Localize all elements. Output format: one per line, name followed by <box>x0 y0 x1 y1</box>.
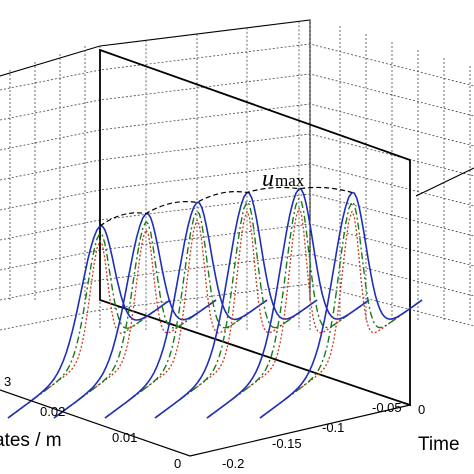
umax-label: umax <box>262 166 305 192</box>
curve-layer <box>7 188 423 419</box>
coordinate-tick-label: 0.02 <box>40 404 65 419</box>
annotation-leader-line <box>415 167 474 197</box>
series-line <box>104 201 268 419</box>
series-line <box>259 201 423 419</box>
series-line <box>206 207 370 419</box>
coordinate-tick-label: 0.01 <box>112 430 137 445</box>
umax-envelope-line <box>99 186 353 227</box>
time-tick-label: -0.15 <box>272 436 302 451</box>
time-tick-label: -0.05 <box>372 400 402 415</box>
annotation-layer: umax <box>99 166 474 227</box>
grid-layer <box>0 19 474 331</box>
series-line <box>206 197 370 419</box>
time-tick-label: -0.2 <box>222 456 244 471</box>
time-tick-label: 0 <box>418 402 425 417</box>
series-line <box>206 188 370 419</box>
tick-layer: -0.2-0.15-0.1-0.05 000.010.023 <box>0 374 425 471</box>
grid-line-horizontal <box>0 283 474 331</box>
coordinate-tick-label: 0 <box>174 456 181 471</box>
time-axis-label: Time <box>418 434 460 455</box>
series-line <box>259 191 423 419</box>
coordinate-axis-label: ates / m <box>0 430 62 451</box>
coordinate-tick-label: 3 <box>4 374 11 389</box>
floor-axis-line <box>0 389 411 457</box>
